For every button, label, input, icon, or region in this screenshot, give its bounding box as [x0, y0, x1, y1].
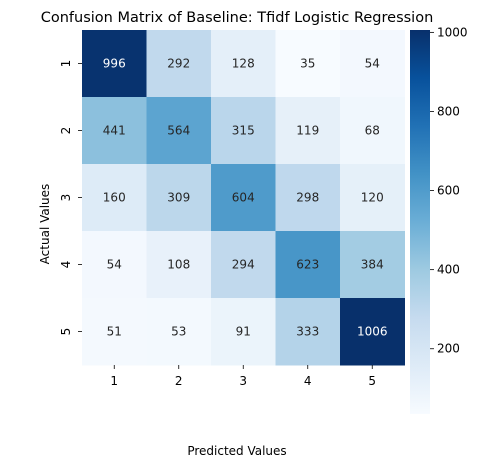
colorbar-tick-label: 400 [437, 263, 460, 277]
heatmap-cell [340, 298, 405, 366]
heatmap-cell-label: 309 [167, 191, 190, 205]
heatmap-cell-label: 53 [171, 325, 186, 339]
heatmap-cell [211, 164, 276, 232]
x-axis-label: Predicted Values [187, 444, 286, 458]
colorbar-tick-label: 800 [437, 104, 460, 118]
heatmap-cell-label: 604 [232, 191, 255, 205]
heatmap-cell [146, 164, 212, 232]
heatmap-cell [211, 97, 276, 165]
heatmap-cell-label: 1006 [357, 325, 388, 339]
heatmap-cell-label: 292 [167, 57, 190, 71]
heatmap-cell [82, 30, 147, 98]
heatmap-cell-label: 91 [236, 325, 251, 339]
heatmap-cell [340, 164, 405, 232]
heatmap-cell [340, 231, 405, 299]
heatmap-cell-label: 54 [107, 258, 122, 272]
heatmap-cell-labels: 996 292 128 35 54 441 564 315 119 68 160 309 604 298 1… [103, 57, 388, 339]
heatmap-cell-label: 298 [296, 191, 319, 205]
heatmap-cell [146, 97, 212, 165]
y-tick-label: 5 [59, 328, 73, 336]
heatmap-cell-label: 623 [296, 258, 319, 272]
chart-title: Confusion Matrix of Baseline: Tfidf Logi… [41, 10, 434, 26]
heatmap-cell [146, 298, 212, 366]
y-tick-label: 4 [59, 261, 73, 269]
heatmap-cell-label: 384 [361, 258, 384, 272]
y-tick-label: 2 [59, 127, 73, 135]
heatmap-cell-label: 68 [365, 124, 380, 138]
heatmap-cell [275, 231, 341, 299]
colorbar-tick-label: 600 [437, 184, 460, 198]
heatmap-cell [275, 298, 341, 366]
heatmap-cell-label: 996 [103, 57, 126, 71]
heatmap-cell [146, 30, 212, 98]
y-axis-label: Actual Values [38, 184, 52, 265]
colorbar [410, 30, 430, 414]
x-tick-label: 5 [368, 374, 376, 388]
heatmap-cell [82, 231, 147, 299]
heatmap-cell-label: 119 [296, 124, 319, 138]
heatmap-cell-label: 35 [300, 57, 315, 71]
heatmap-cell [211, 231, 276, 299]
heatmap-cell [275, 30, 341, 98]
heatmap-cell-label: 54 [365, 57, 380, 71]
y-axis-ticks: 1 2 3 4 5 [59, 60, 82, 336]
colorbar-ticks: 200 400 600 800 1000 [430, 25, 468, 356]
x-tick-label: 1 [110, 374, 118, 388]
heatmap-cell-label: 120 [361, 191, 384, 205]
heatmap-cell-label: 333 [296, 325, 319, 339]
heatmap-cell-label: 160 [103, 191, 126, 205]
y-tick-label: 3 [59, 194, 73, 202]
heatmap-cell [82, 97, 147, 165]
heatmap-cell [211, 298, 276, 366]
heatmap-cell-label: 564 [167, 124, 190, 138]
heatmap-cell-label: 108 [167, 258, 190, 272]
heatmap-cell [275, 97, 341, 165]
heatmap-cell [82, 298, 147, 366]
heatmap-cells [82, 30, 405, 366]
heatmap-cell-label: 294 [232, 258, 255, 272]
colorbar-tick-label: 200 [437, 342, 460, 356]
heatmap-cell [275, 164, 341, 232]
heatmap-cell-label: 315 [232, 124, 255, 138]
heatmap-cell [340, 30, 405, 98]
heatmap-cell-label: 441 [103, 124, 126, 138]
x-tick-label: 2 [175, 374, 183, 388]
heatmap-cell-label: 128 [232, 57, 255, 71]
heatmap-cell-label: 51 [107, 325, 122, 339]
colorbar-tick-label: 1000 [437, 25, 468, 39]
heatmap-cell [146, 231, 212, 299]
x-axis-ticks: 1 2 3 4 5 [110, 365, 376, 388]
heatmap-cell [211, 30, 276, 98]
x-tick-label: 4 [304, 374, 312, 388]
x-tick-label: 3 [239, 374, 247, 388]
heatmap-cell [82, 164, 147, 232]
y-tick-label: 1 [59, 60, 73, 68]
heatmap-cell [340, 97, 405, 165]
